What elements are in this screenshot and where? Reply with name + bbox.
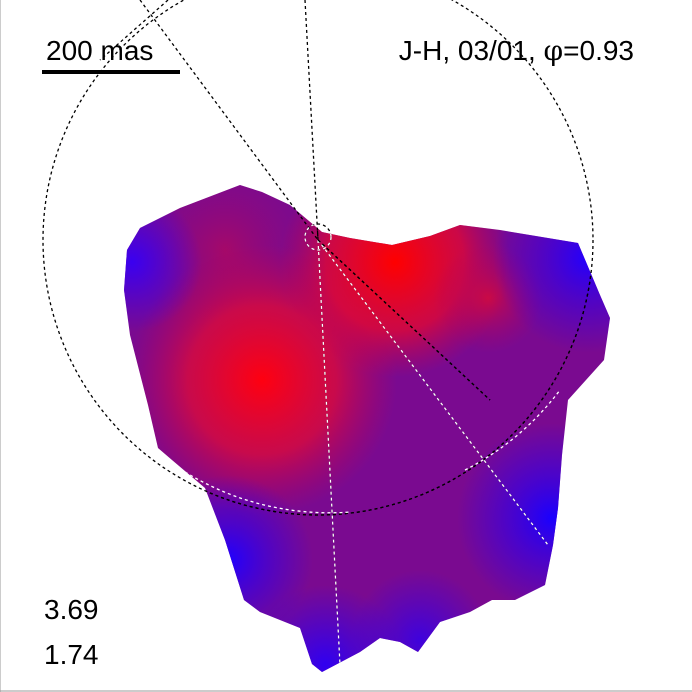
colorbar-max-value: 3.69 [44,594,99,625]
overlay-line-nw [139,0,319,241]
overlay-line-n [304,0,319,241]
scale-bar-label: 200 mas [46,35,153,66]
overlay-circle [42,0,594,516]
caption-phase-symbol: φ [544,34,564,67]
colorbar-min-value: 1.74 [44,639,99,670]
caption-date: 03/01 [458,35,528,66]
caption: J-H, 03/01, φ=0.93 [399,34,634,67]
caption-band: J-H [399,35,443,66]
caption-phase-value: =0.93 [563,35,634,66]
